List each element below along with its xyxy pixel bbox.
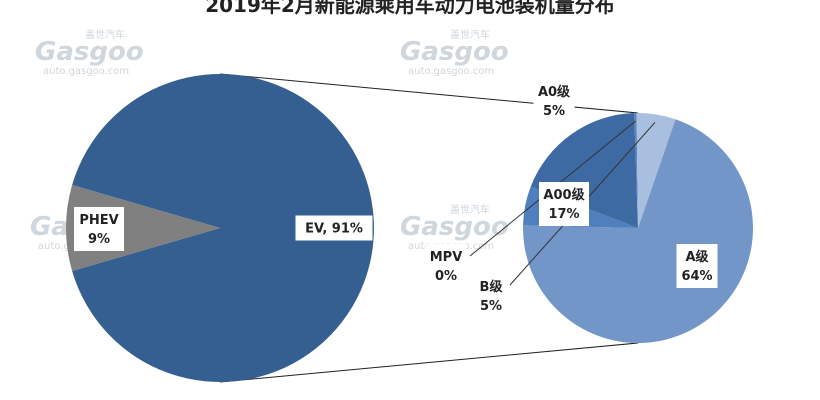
chart-title: 2019年2月新能源乘用车动力电池装机量分布	[205, 0, 615, 17]
watermark-logo: Gasgoo	[400, 37, 509, 67]
watermark-logo: Gasgoo	[400, 212, 509, 242]
slice-ev	[72, 73, 374, 383]
label-phev-text: PHEV 9%	[79, 213, 118, 247]
label-a0-class-box	[533, 79, 575, 123]
label-a-class-text: A级 64%	[681, 249, 712, 284]
slice-a00-class	[530, 113, 638, 228]
watermark-brand-cn: 盖世汽车	[450, 28, 490, 41]
watermark-url: auto.gasgoo.com	[43, 66, 129, 77]
label-phev: PHEV 9%	[74, 207, 124, 251]
label-a00-class-box	[539, 182, 589, 226]
slice-mpv	[634, 113, 638, 228]
label-mpv-text: MPV 0%	[430, 250, 463, 284]
label-mpv-box	[425, 244, 467, 288]
watermark-url: auto.gasgoo.com	[408, 66, 494, 77]
watermark-logo: Gasgoo	[35, 37, 144, 67]
watermark-brand-cn: 盖世汽车	[85, 28, 125, 41]
label-ev-text: EV, 91%	[305, 222, 363, 237]
label-a-class: A级 64%	[676, 244, 718, 288]
sub-pie	[522, 113, 753, 344]
label-b-class-box	[475, 274, 507, 318]
label-ev-box	[295, 215, 373, 241]
label-b-class: B级 5%	[475, 274, 507, 318]
label-b-class-text: B级 5%	[480, 279, 504, 314]
label-a0-class-text: A0级 5%	[538, 84, 571, 119]
label-mpv: MPV 0%	[425, 244, 467, 288]
label-ev: EV, 91%	[295, 215, 373, 241]
label-a00-class: A00级 17%	[539, 182, 589, 226]
connector-bottom	[219, 342, 639, 383]
slice-b-class	[636, 113, 676, 228]
label-a-class-box	[676, 244, 718, 288]
label-phev-box	[74, 207, 124, 251]
label-a00-class-text: A00级 17%	[543, 187, 585, 222]
data-labels: EV, 91% PHEV 9% A级 64% A0级 5% A00级 17% MPV 0% B级 5%	[74, 79, 718, 318]
watermark-brand-cn: 盖世汽车	[450, 203, 490, 216]
label-a0-class: A0级 5%	[533, 79, 575, 123]
